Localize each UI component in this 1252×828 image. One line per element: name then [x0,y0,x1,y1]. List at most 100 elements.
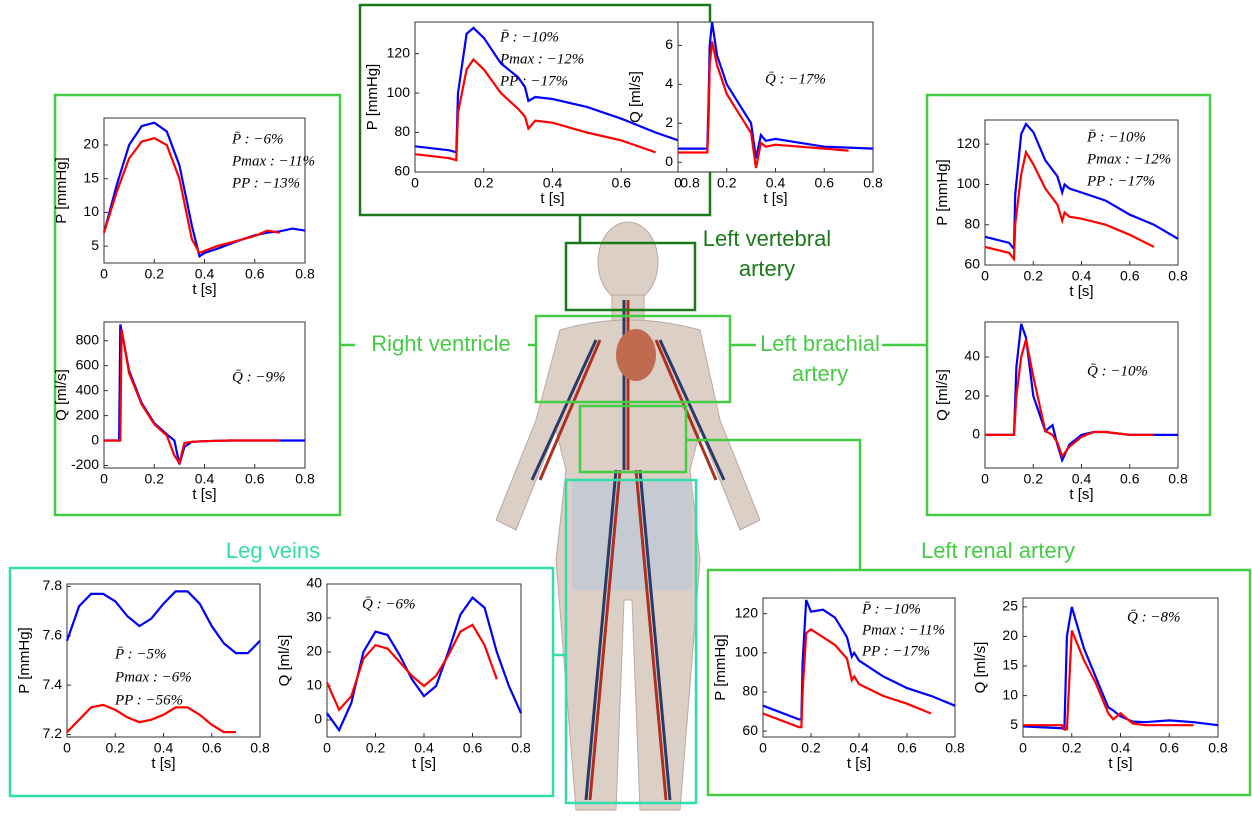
annotation: P̄ : −10% [1086,129,1146,145]
x-tick-label: 0.6 [463,740,483,756]
annotation: Pmax : −11% [861,622,945,638]
x-tick-label: 0.2 [801,740,821,756]
annotation: PP : −56% [114,692,183,708]
x-tick-label: 0.4 [154,740,174,756]
x-tick-label: 0.8 [945,740,965,756]
y-tick-label: 20 [83,136,99,152]
x-tick-label: 0.4 [543,175,563,191]
annotation: Q̄ : −17% [765,71,826,87]
y-tick-label: 15 [1002,657,1018,673]
x-tick-label: 0.4 [1111,740,1131,756]
annotation: P̄ : −5% [114,646,167,662]
series-line [985,339,1154,459]
x-tick-label: 0.8 [1168,268,1188,284]
y-tick-label: 120 [387,44,411,60]
x-tick-label: 0.4 [1072,268,1092,284]
y-axis-label: P [mmHg] [712,634,729,700]
x-tick-label: 0 [100,471,108,487]
y-tick-label: 100 [957,175,981,191]
y-axis-label: P [mmHg] [934,159,951,225]
y-tick-label: 5 [1010,716,1018,732]
connector [340,343,927,570]
x-tick-label: 0.4 [414,740,434,756]
region-frames [8,3,1252,805]
y-tick-label: 800 [76,331,100,347]
plot-area [326,583,522,738]
annotation: PP : −17% [1086,173,1155,189]
plot-area [984,321,1179,469]
y-tick-label: 7.8 [43,577,63,593]
y-axis-label: Q [ml/s] [972,642,989,694]
x-axis-label: t [s] [192,281,216,298]
y-tick-label: 0 [972,426,980,442]
y-tick-label: 30 [306,609,322,625]
x-tick-label: 0.4 [1072,471,1092,487]
x-axis-label: t [s] [540,190,564,207]
y-tick-label: 7.6 [43,627,63,643]
x-tick-label: 0 [1019,740,1027,756]
y-axis-label: Q [ml/s] [276,635,293,687]
x-tick-label: 0 [759,740,767,756]
x-tick-label: 0.2 [366,740,386,756]
x-tick-label: 0.2 [1024,471,1044,487]
y-tick-label: 2 [665,114,673,130]
y-tick-label: 600 [76,356,100,372]
leg-frame [8,566,555,798]
series-line [104,329,280,466]
x-tick-label: 0.6 [1120,471,1140,487]
annotation: Q̄ : −10% [1087,363,1148,379]
annotation: PP : −13% [231,175,300,191]
annotation: PP : −17% [499,73,568,89]
x-tick-label: 0.6 [245,471,265,487]
x-tick-label: 0.6 [245,266,265,282]
x-axis-label: t [s] [763,190,787,207]
y-tick-label: 120 [957,135,981,151]
x-tick-label: 0.8 [250,740,270,756]
series-line [102,121,306,259]
body-illustration [495,221,761,811]
region-label: Leg veins [226,538,320,563]
x-tick-label: 0.6 [897,740,917,756]
x-axis-label: t [s] [847,755,871,772]
series-line [65,590,261,655]
x-tick-label: 0.8 [1168,471,1188,487]
y-axis-label: P [mmHg] [16,627,33,693]
y-tick-label: 10 [1002,686,1018,702]
y-tick-label: 120 [735,604,759,620]
series-line [678,41,849,169]
x-tick-label: 0.6 [1160,740,1180,756]
x-tick-label: 0.8 [680,175,700,191]
x-tick-label: 0.4 [195,471,215,487]
x-tick-label: 0 [63,740,71,756]
annotation: Q̄ : −8% [1127,609,1180,625]
y-tick-label: 7.4 [43,676,63,692]
region-label: artery [739,256,795,281]
x-tick-label: 0 [100,266,108,282]
y-tick-label: 80 [742,683,758,699]
x-axis-label: t [s] [1108,755,1132,772]
y-tick-label: 60 [394,163,410,179]
renal-frame [706,568,1252,797]
annotation: P̄ : −10% [499,29,559,45]
annotation: P̄ : −10% [861,601,921,617]
y-axis-label: P [mmHg] [53,157,70,223]
x-axis-label: t [s] [192,486,216,503]
y-tick-label: 6 [665,36,673,52]
annotation: P̄ : −6% [231,131,284,147]
y-tick-label: 10 [83,203,99,219]
y-tick-label: 200 [76,406,100,422]
rv-frame [53,93,342,517]
y-tick-label: 7.2 [43,725,63,741]
annotation: Pmax : −11% [231,153,315,169]
series-line [984,122,1179,252]
x-tick-label: 0.4 [849,740,869,756]
y-tick-label: 80 [964,215,980,231]
x-tick-label: 0.8 [295,266,315,282]
leg-body-box [564,478,698,805]
brachial-frame [925,93,1212,517]
y-tick-label: 10 [306,677,322,693]
series-line [414,26,691,154]
x-tick-label: 0 [981,471,989,487]
y-tick-label: 5 [91,237,99,253]
